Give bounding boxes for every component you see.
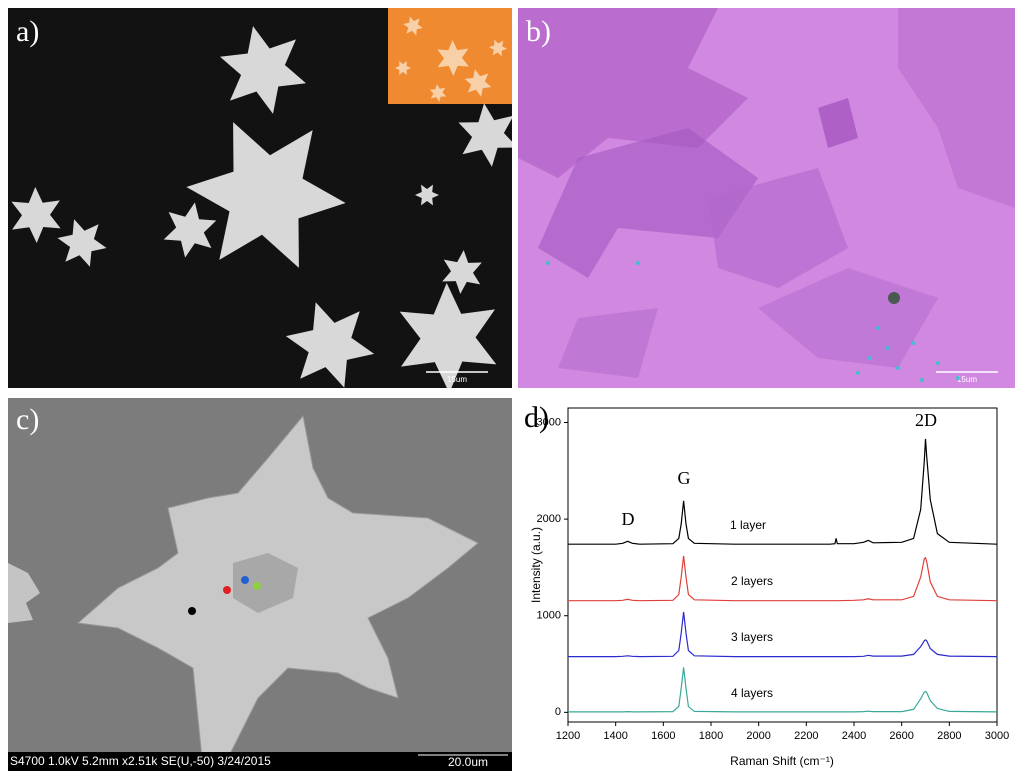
y-tick-label: 0	[555, 706, 561, 718]
particle	[636, 261, 640, 265]
peak-label: 2D	[915, 410, 937, 430]
particle	[868, 356, 872, 360]
series-line	[568, 667, 997, 712]
x-tick-label: 2600	[889, 730, 913, 742]
spot-marker	[188, 607, 196, 615]
panel-a: 15um a)	[8, 8, 518, 393]
scale-bar-label: 15um	[957, 375, 977, 384]
x-tick-label: 3000	[985, 730, 1009, 742]
spot-marker	[253, 582, 261, 590]
x-tick-label: 1400	[603, 730, 627, 742]
x-tick-label: 2000	[746, 730, 770, 742]
x-tick-label: 2800	[937, 730, 961, 742]
series-label: 3 layers	[731, 630, 773, 644]
particle	[896, 366, 900, 370]
y-tick-label: 2000	[537, 513, 561, 525]
peak-label: D	[622, 509, 635, 529]
series-label: 1 layer	[730, 518, 766, 532]
particle	[888, 292, 900, 304]
panel-c: S4700 1.0kV 5.2mm x2.51k SE(U,-50) 3/24/…	[8, 398, 512, 771]
instrument-info: S4700 1.0kV 5.2mm x2.51k SE(U,-50) 3/24/…	[10, 754, 271, 768]
spot-marker	[223, 586, 231, 594]
series-label: 4 layers	[731, 686, 773, 700]
series-label: 2 layers	[731, 574, 773, 588]
particle	[886, 346, 890, 350]
x-tick-label: 1800	[699, 730, 723, 742]
plot-frame	[568, 408, 997, 722]
scale-bar-label: 15um	[447, 375, 467, 384]
particle	[920, 378, 924, 382]
x-axis-title: Raman Shift (cm⁻¹)	[730, 754, 834, 768]
x-tick-label: 1200	[556, 730, 580, 742]
x-tick-label: 2400	[842, 730, 866, 742]
particle	[546, 261, 550, 265]
y-tick-label: 1000	[537, 610, 561, 622]
panel-label: a)	[16, 15, 39, 48]
spot-marker	[241, 576, 249, 584]
peak-label: G	[678, 468, 691, 488]
x-tick-label: 1600	[651, 730, 675, 742]
particle	[911, 341, 915, 345]
y-axis-title: Intensity (a.u.)	[529, 527, 543, 603]
particle	[856, 371, 860, 375]
y-tick-label: 3000	[537, 416, 561, 428]
particle	[876, 326, 880, 330]
particle	[936, 361, 940, 365]
particle	[956, 376, 960, 380]
series-line	[568, 556, 997, 601]
figure: 15um a) 15um b) S4700 1.0kV 5.2mm x2.51k…	[0, 0, 1015, 771]
series-line	[568, 612, 997, 657]
panel-label: c)	[16, 403, 39, 436]
panel-label: b)	[526, 15, 551, 48]
panel-d: d) Raman Shift (cm⁻¹) Intensity (a.u.) 1…	[524, 401, 1009, 768]
panel-b: 15um b)	[518, 8, 1015, 388]
x-tick-label: 2200	[794, 730, 818, 742]
scale-bar-label: 20.0um	[448, 755, 488, 769]
